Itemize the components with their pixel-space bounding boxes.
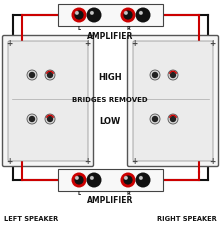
Circle shape — [152, 73, 158, 78]
Circle shape — [29, 73, 34, 78]
Circle shape — [139, 12, 142, 15]
Text: +: + — [6, 157, 12, 166]
Text: R: R — [126, 190, 130, 195]
Circle shape — [90, 176, 98, 184]
Text: +: + — [6, 39, 12, 48]
Text: +: + — [209, 157, 215, 166]
Circle shape — [76, 177, 78, 180]
Circle shape — [139, 177, 142, 180]
Text: L: L — [77, 26, 81, 31]
Text: +: + — [209, 39, 215, 48]
Text: LOW: LOW — [99, 117, 121, 126]
Circle shape — [135, 8, 151, 23]
Text: AMPLIFIER: AMPLIFIER — [87, 32, 133, 41]
Text: AMPLIFIER: AMPLIFIER — [87, 195, 133, 204]
Circle shape — [124, 176, 132, 184]
Text: BRIDGES REMOVED: BRIDGES REMOVED — [72, 96, 148, 103]
Circle shape — [76, 12, 78, 15]
Circle shape — [27, 71, 37, 81]
Circle shape — [90, 12, 98, 20]
Circle shape — [125, 12, 127, 15]
Circle shape — [86, 173, 101, 188]
Text: +: + — [84, 157, 90, 166]
Circle shape — [48, 117, 53, 122]
Circle shape — [91, 177, 93, 180]
Bar — [58, 169, 163, 191]
Circle shape — [168, 71, 178, 81]
Circle shape — [75, 12, 83, 20]
Circle shape — [152, 117, 158, 122]
Circle shape — [150, 71, 160, 81]
Text: R: R — [126, 26, 130, 31]
Circle shape — [72, 173, 86, 188]
Circle shape — [120, 173, 135, 188]
FancyBboxPatch shape — [133, 42, 213, 161]
FancyBboxPatch shape — [128, 36, 219, 167]
Circle shape — [135, 173, 151, 188]
Circle shape — [125, 177, 127, 180]
Circle shape — [91, 12, 93, 15]
Text: RIGHT SPEAKER: RIGHT SPEAKER — [157, 215, 217, 221]
Text: +: + — [131, 39, 137, 48]
Circle shape — [72, 8, 86, 23]
Circle shape — [168, 114, 178, 124]
Circle shape — [86, 8, 101, 23]
Circle shape — [45, 114, 55, 124]
Circle shape — [139, 12, 147, 20]
Bar — [58, 5, 163, 27]
Circle shape — [48, 73, 53, 78]
Circle shape — [120, 8, 135, 23]
Circle shape — [45, 71, 55, 81]
FancyBboxPatch shape — [8, 42, 88, 161]
Circle shape — [150, 114, 160, 124]
FancyBboxPatch shape — [2, 36, 93, 167]
Circle shape — [29, 117, 34, 122]
Circle shape — [27, 114, 37, 124]
Circle shape — [139, 176, 147, 184]
Text: +: + — [84, 39, 90, 48]
Circle shape — [170, 117, 175, 122]
Text: +: + — [131, 157, 137, 166]
Circle shape — [170, 73, 175, 78]
Text: HIGH: HIGH — [98, 73, 122, 82]
Circle shape — [124, 12, 132, 20]
Text: LEFT SPEAKER: LEFT SPEAKER — [4, 215, 58, 221]
Circle shape — [75, 176, 83, 184]
Text: L: L — [77, 190, 81, 195]
